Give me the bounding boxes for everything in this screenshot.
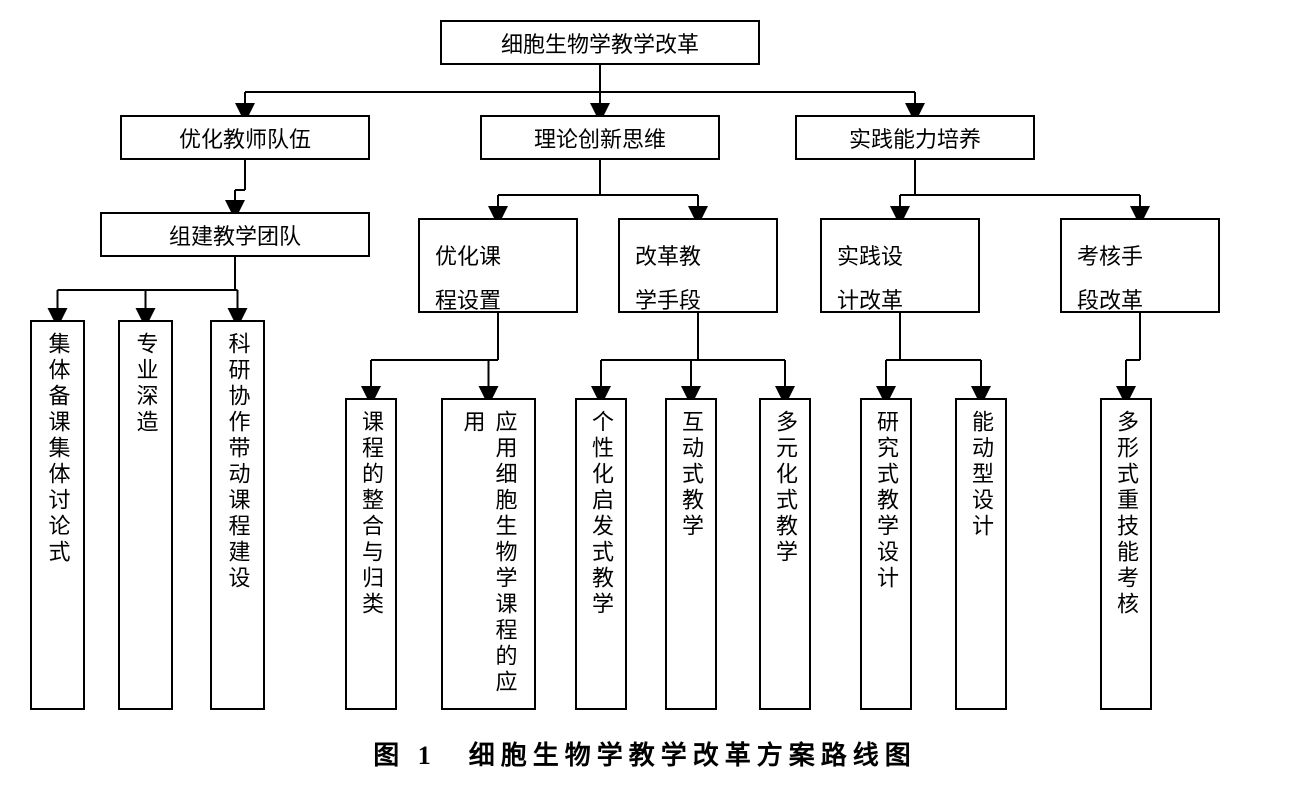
node-leaf1: 集体备课集体讨论式 bbox=[30, 320, 85, 710]
node-leaf2: 专业深造 bbox=[118, 320, 173, 710]
node-leaf3: 科研协作带动课程建设 bbox=[210, 320, 265, 710]
node-root: 细胞生物学教学改革 bbox=[440, 20, 760, 65]
node-l1b: 理论创新思维 bbox=[480, 115, 720, 160]
node-leaf5: 应用细胞生物学课程的应用 bbox=[441, 398, 536, 710]
node-l2c: 改革教学手段 bbox=[618, 218, 778, 313]
node-leaf8: 多元化式教学 bbox=[759, 398, 811, 710]
node-l1c: 实践能力培养 bbox=[795, 115, 1035, 160]
figure-caption: 图 1 细胞生物学教学改革方案路线图 bbox=[0, 735, 1290, 772]
node-l2a: 组建教学团队 bbox=[100, 212, 370, 257]
node-leaf7: 互动式教学 bbox=[665, 398, 717, 710]
node-l2b: 优化课程设置 bbox=[418, 218, 578, 313]
node-l2e: 考核手段改革 bbox=[1060, 218, 1220, 313]
node-leaf4: 课程的整合与归类 bbox=[345, 398, 397, 710]
node-leaf11: 多形式重技能考核 bbox=[1100, 398, 1152, 710]
node-l1a: 优化教师队伍 bbox=[120, 115, 370, 160]
node-leaf6: 个性化启发式教学 bbox=[575, 398, 627, 710]
node-l2d: 实践设计改革 bbox=[820, 218, 980, 313]
node-leaf10: 能动型设计 bbox=[955, 398, 1007, 710]
node-leaf9: 研究式教学设计 bbox=[860, 398, 912, 710]
